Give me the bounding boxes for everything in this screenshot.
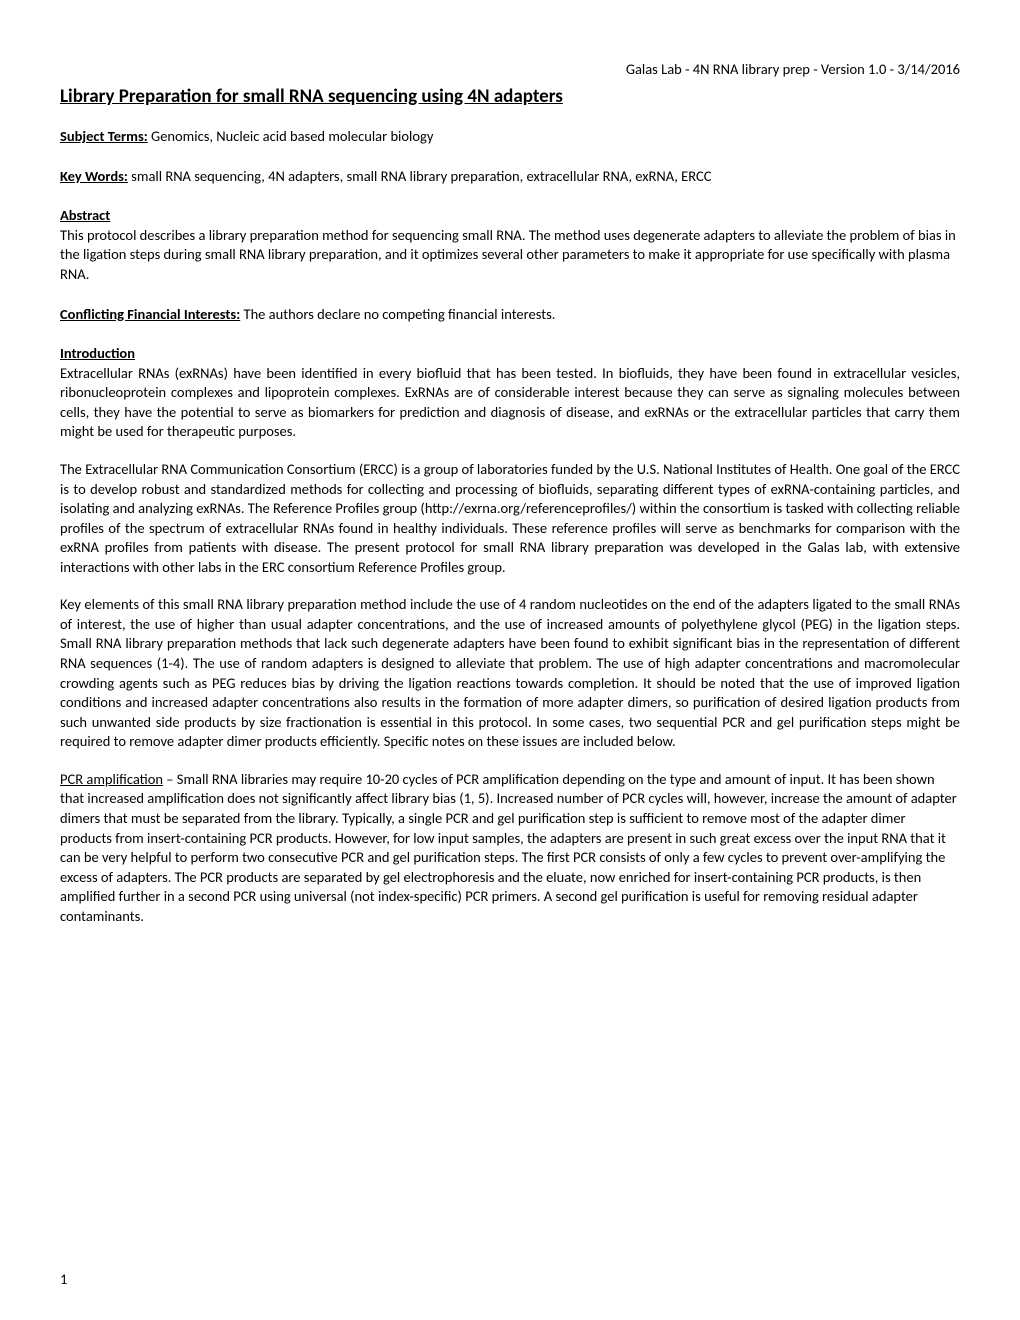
introduction-paragraph-3: Key elements of this small RNA library p…: [60, 595, 960, 752]
conflicting-section: Conflicting Financial Interests: The aut…: [60, 305, 960, 325]
conflicting-label: Conflicting Financial Interests:: [60, 305, 240, 323]
introduction-section: Introduction Extracellular RNAs (exRNAs)…: [60, 344, 960, 752]
pcr-text: – Small RNA libraries may require 10-20 …: [60, 770, 957, 925]
abstract-label: Abstract: [60, 206, 960, 226]
key-words-section: Key Words: small RNA sequencing, 4N adap…: [60, 167, 960, 187]
header-meta: Galas Lab - 4N RNA library prep - Versio…: [60, 60, 960, 80]
key-words-label: Key Words:: [60, 167, 128, 185]
introduction-label: Introduction: [60, 344, 960, 364]
subject-terms-label: Subject Terms:: [60, 127, 148, 145]
subject-terms-section: Subject Terms: Genomics, Nucleic acid ba…: [60, 127, 960, 147]
introduction-paragraph-2: The Extracellular RNA Communication Cons…: [60, 460, 960, 577]
pcr-section: PCR amplification – Small RNA libraries …: [60, 770, 960, 927]
page-number: 1: [60, 1270, 67, 1290]
introduction-paragraph-1: Extracellular RNAs (exRNAs) have been id…: [60, 364, 960, 442]
conflicting-text: The authors declare no competing financi…: [240, 305, 555, 323]
abstract-section: Abstract This protocol describes a libra…: [60, 206, 960, 284]
key-words-text: small RNA sequencing, 4N adapters, small…: [128, 167, 712, 185]
pcr-label: PCR amplification: [60, 770, 163, 788]
subject-terms-text: Genomics, Nucleic acid based molecular b…: [148, 127, 434, 145]
abstract-text: This protocol describes a library prepar…: [60, 226, 960, 285]
page-title: Library Preparation for small RNA sequen…: [60, 84, 960, 110]
